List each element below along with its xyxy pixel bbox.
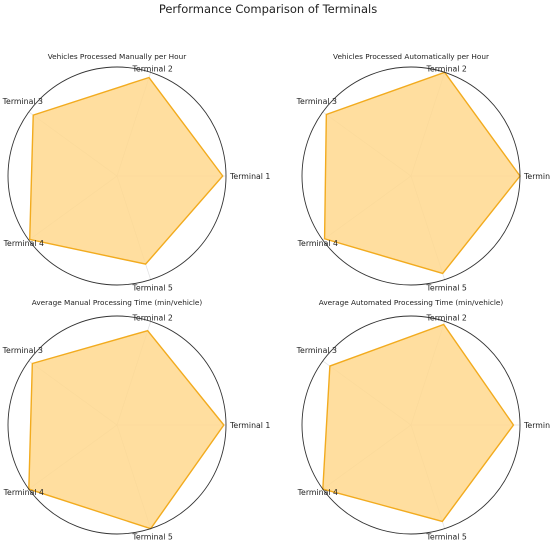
radar-axis-label: Terminal 4 [297,488,338,497]
radar-outer-circle [301,315,521,535]
radar-axis-label: Terminal 1 [229,421,270,430]
radar-axis-label: Terminal 1 [523,421,550,430]
radar-axis-label: Terminal 4 [3,239,44,248]
radar-axis-label: Terminal 2 [426,64,467,73]
figure-title: Performance Comparison of Terminals [159,2,377,16]
radar-axis-label: Terminal 2 [132,313,173,322]
radar-panels: Terminal 1 Terminal 2 Terminal 3 Terminal 4… [2,52,550,542]
radar-axis-label: Terminal 2 [132,64,173,73]
radar-axis-label: Terminal 5 [426,533,467,542]
radar-outer-circle [301,66,521,286]
radar-outer-circle [7,315,227,535]
radar-axis-label: Terminal 4 [3,488,44,497]
radar-panel: Terminal 1 Terminal 2 Terminal 3 Terminal 4… [296,298,550,542]
radar-panel: Terminal 1 Terminal 2 Terminal 3 Terminal 4… [2,52,271,293]
radar-title: Average Automated Processing Time (min/v… [319,298,504,307]
radar-axis-label: Terminal 1 [229,172,270,181]
radar-series-polygon [28,76,224,265]
radar-axis-label: Terminal 5 [132,284,173,293]
radar-axis-label: Terminal 3 [2,97,43,106]
radar-panel: Terminal 1 Terminal 2 Terminal 3 Terminal 4… [2,298,271,542]
radar-panel: Terminal 1 Terminal 2 Terminal 3 Terminal 4… [296,52,550,293]
radar-axis-label: Terminal 5 [132,533,173,542]
radar-axis-label: Terminal 1 [523,172,550,181]
radar-title: Average Manual Processing Time (min/vehi… [32,298,203,307]
radar-axis-label: Terminal 5 [426,284,467,293]
radar-series-polygon [323,71,521,275]
radar-axis-label: Terminal 3 [296,97,337,106]
radar-outer-circle [7,66,227,286]
radar-title: Vehicles Processed Manually per Hour [48,52,187,61]
radar-series-polygon [322,323,515,523]
radar-axis-label: Terminal 3 [2,346,43,355]
radar-axis-label: Terminal 3 [296,346,337,355]
radar-axis-label: Terminal 4 [297,239,338,248]
radar-series-polygon [28,329,225,530]
radar-axis-label: Terminal 2 [426,313,467,322]
radar-title: Vehicles Processed Automatically per Hou… [333,52,489,61]
